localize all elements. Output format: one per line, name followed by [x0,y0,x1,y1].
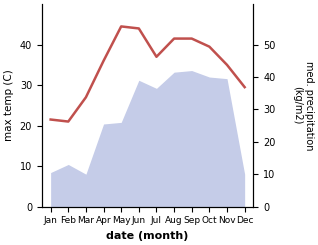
X-axis label: date (month): date (month) [107,231,189,241]
Y-axis label: med. precipitation
(kg/m2): med. precipitation (kg/m2) [292,61,314,150]
Y-axis label: max temp (C): max temp (C) [4,70,14,141]
